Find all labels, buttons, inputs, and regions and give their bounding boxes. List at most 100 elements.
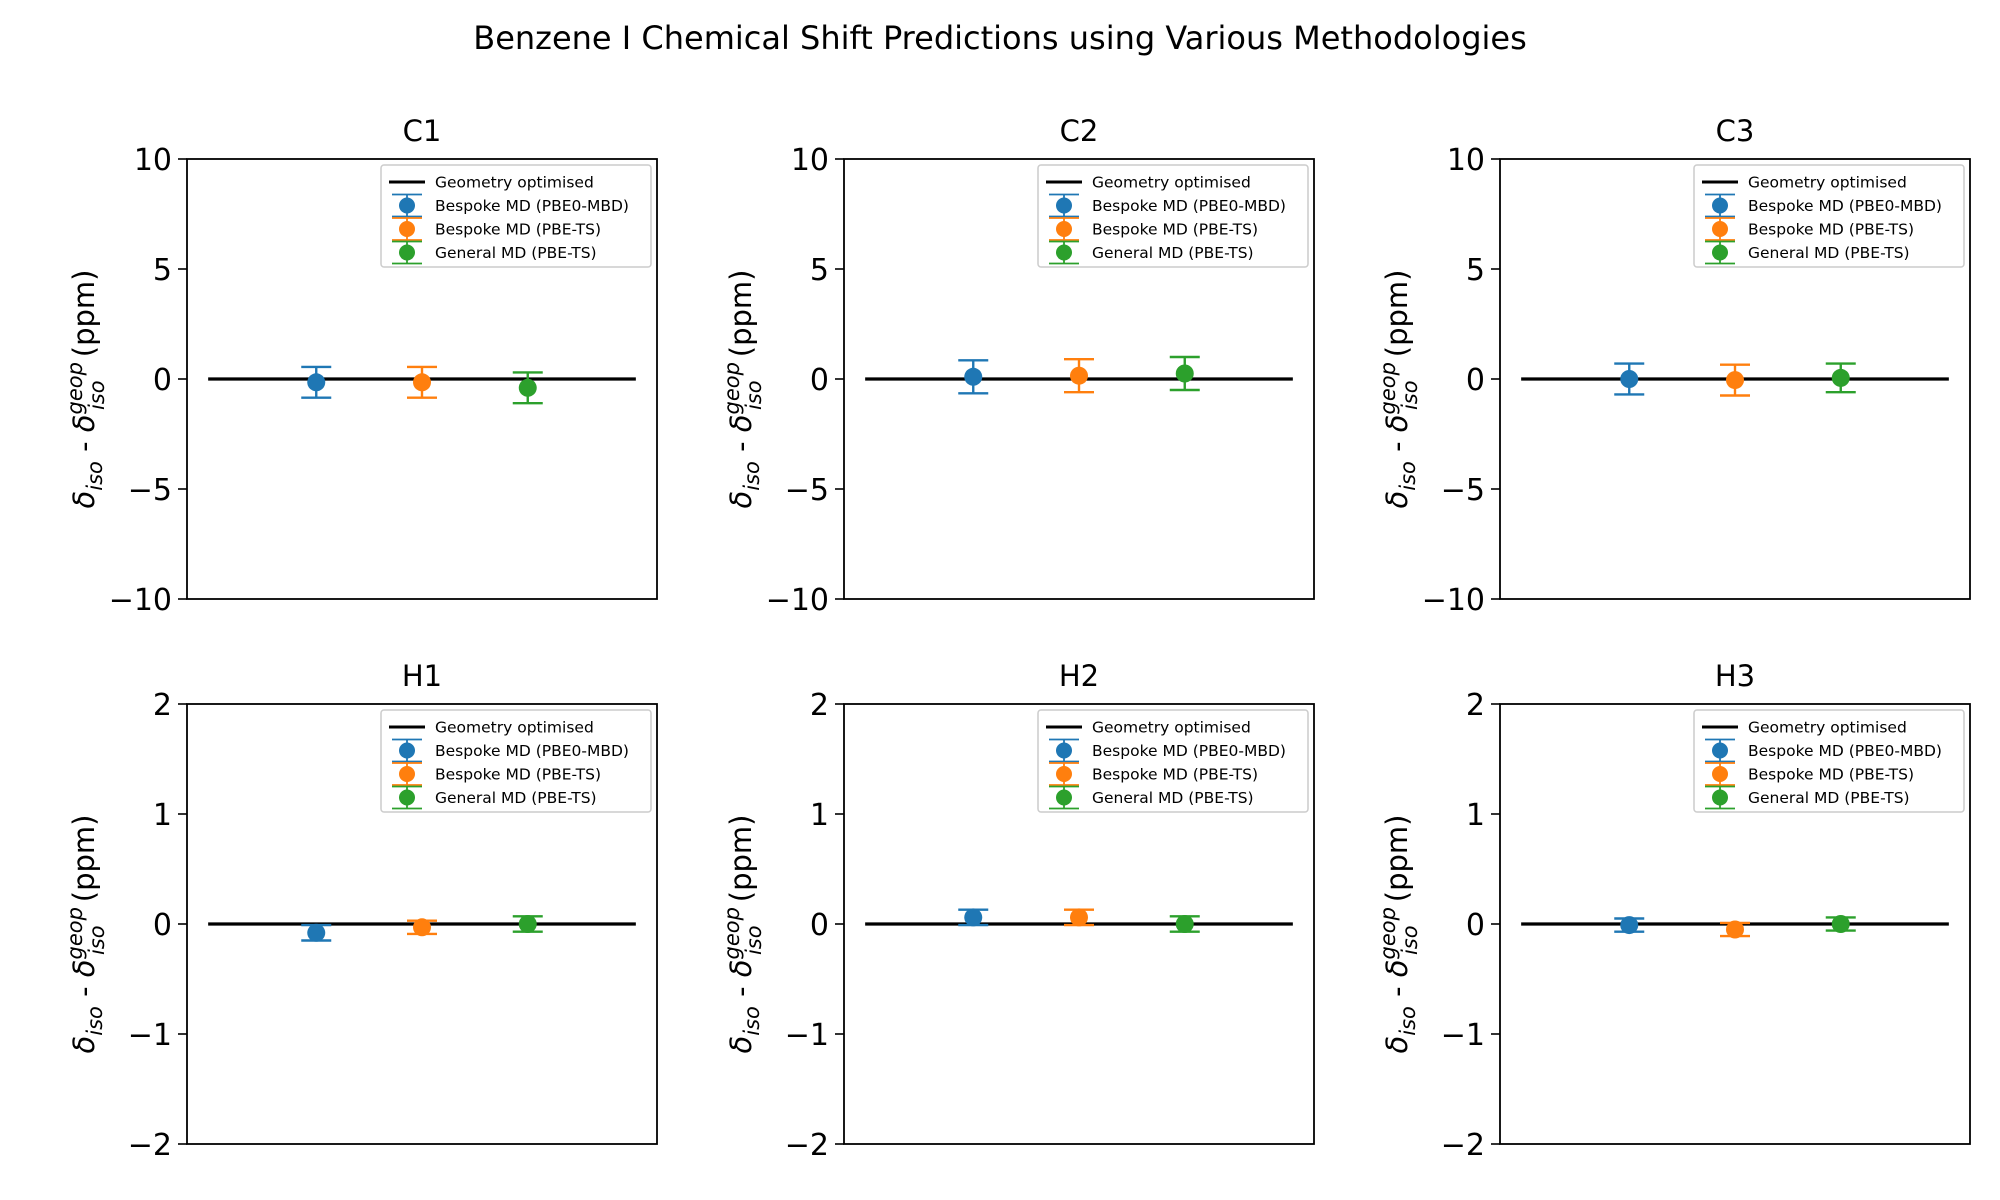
y-tick-label: −10 xyxy=(109,583,172,618)
errorbar-point-1 xyxy=(301,923,332,942)
data-point xyxy=(1175,915,1194,933)
legend-label: Bespoke MD (PBE0-MBD) xyxy=(1092,197,1286,215)
subplot-h1: H1 2 1 0 −1 −2 δiso - δgeopiso (ppm) Geometry o… xyxy=(63,659,658,1163)
y-tick-label: 2 xyxy=(153,688,172,723)
legend-frame xyxy=(380,164,652,268)
y-tick-label: 0 xyxy=(1466,908,1485,943)
y-tick-label: −2 xyxy=(785,1128,829,1163)
y-tick-label: 5 xyxy=(1466,253,1485,288)
errorbar-point-1 xyxy=(1614,916,1645,935)
subplot-title: H1 xyxy=(402,659,442,693)
legend-label: General MD (PBE-TS) xyxy=(1748,789,1910,807)
subplot-c1: C1 10 5 0 −5 −10 δiso - δgeopiso (ppm) Geometry… xyxy=(63,114,658,618)
y-tick-label: 10 xyxy=(134,143,172,178)
axes-frame xyxy=(1499,158,1971,600)
data-point xyxy=(964,367,983,386)
legend-label: Bespoke MD (PBE-TS) xyxy=(1748,221,1914,239)
axes-frame xyxy=(1499,703,1971,1145)
errorbar-point-3 xyxy=(1825,915,1856,933)
y-tick-label: −2 xyxy=(128,1128,172,1163)
errorbar-point-2 xyxy=(1064,358,1094,394)
legend-label: Geometry optimised xyxy=(435,174,594,192)
y-tick-label: 0 xyxy=(1466,363,1485,398)
legend-marker xyxy=(1056,766,1072,782)
subplot-title: C2 xyxy=(1060,114,1099,148)
data-point xyxy=(1620,916,1639,935)
legend-label: General MD (PBE-TS) xyxy=(1092,789,1254,807)
y-tick-label: 2 xyxy=(1466,688,1485,723)
y-tick-label: 1 xyxy=(153,798,172,833)
errorbar-point-2 xyxy=(1720,363,1750,397)
y-axis-label: δiso - δgeopiso (ppm) xyxy=(720,269,766,508)
subplot-title: H3 xyxy=(1715,659,1755,693)
legend-label: Geometry optimised xyxy=(1748,174,1907,192)
legend-marker xyxy=(1056,789,1072,806)
y-axis-label: δiso - δgeopiso (ppm) xyxy=(63,814,109,1053)
legend: Geometry optimised Bespoke MD (PBE0-MBD) B… xyxy=(1037,709,1309,813)
y-tick-label: −5 xyxy=(785,473,829,508)
data-point xyxy=(518,378,537,397)
errorbar-point-2 xyxy=(407,365,437,399)
legend-frame xyxy=(1037,164,1309,268)
legend-label: Bespoke MD (PBE0-MBD) xyxy=(1748,197,1942,215)
legend: Geometry optimised Bespoke MD (PBE0-MBD) B… xyxy=(380,709,652,813)
subplot-title: C1 xyxy=(403,114,442,148)
y-axis-label: δiso - δgeopiso (ppm) xyxy=(1376,269,1422,508)
data-point xyxy=(413,918,431,937)
legend-label: Bespoke MD (PBE-TS) xyxy=(1748,766,1914,784)
data-point xyxy=(1831,368,1850,387)
data-point xyxy=(413,373,431,392)
legend-label: Bespoke MD (PBE0-MBD) xyxy=(1092,742,1286,760)
subplot-c3: C3 10 5 0 −5 −10 δiso - δgeopiso (ppm) Geometry… xyxy=(1376,114,1971,618)
legend-label: General MD (PBE-TS) xyxy=(1092,244,1254,262)
y-tick-label: −1 xyxy=(128,1018,172,1053)
subplot-c2: C2 10 5 0 −5 −10 δiso - δgeopiso (ppm) Geometry… xyxy=(720,114,1315,618)
y-axis-label: δiso - δgeopiso (ppm) xyxy=(63,269,109,508)
subplot-title: C3 xyxy=(1716,114,1755,148)
legend-marker xyxy=(1712,766,1728,782)
legend-label: Bespoke MD (PBE0-MBD) xyxy=(435,742,629,760)
legend-label: Bespoke MD (PBE-TS) xyxy=(435,766,601,784)
legend-frame xyxy=(1693,164,1965,268)
y-tick-label: −2 xyxy=(1441,1128,1485,1163)
legend-marker xyxy=(1056,221,1072,237)
legend-marker xyxy=(1712,221,1728,237)
subplot-title: H2 xyxy=(1059,659,1099,693)
legend-label: General MD (PBE-TS) xyxy=(435,244,597,262)
legend-frame xyxy=(1693,709,1965,813)
y-tick-label: 0 xyxy=(810,908,829,943)
data-point xyxy=(518,915,537,933)
y-tick-label: −1 xyxy=(785,1018,829,1053)
data-point xyxy=(964,908,983,927)
errorbar-point-3 xyxy=(512,915,543,933)
data-point xyxy=(1175,364,1194,383)
y-tick-label: −5 xyxy=(1441,473,1485,508)
errorbar-point-3 xyxy=(1825,362,1856,394)
errorbar-point-1 xyxy=(1614,362,1645,396)
y-tick-label: −10 xyxy=(766,583,829,618)
data-point xyxy=(1726,371,1744,390)
data-point xyxy=(1831,915,1850,933)
subplot-h2: H2 2 1 0 −1 −2 δiso - δgeopiso (ppm) Geometry o… xyxy=(720,659,1315,1163)
legend-marker xyxy=(1712,197,1728,214)
y-tick-label: 0 xyxy=(153,908,172,943)
axes-frame xyxy=(843,158,1315,600)
y-tick-label: 2 xyxy=(810,688,829,723)
data-point xyxy=(307,373,326,392)
legend: Geometry optimised Bespoke MD (PBE0-MBD) B… xyxy=(1693,164,1965,268)
legend-label: Geometry optimised xyxy=(1092,174,1251,192)
figure-title: Benzene I Chemical Shift Predictions usi… xyxy=(473,19,1527,57)
legend: Geometry optimised Bespoke MD (PBE0-MBD) B… xyxy=(1693,709,1965,813)
legend-label: Bespoke MD (PBE-TS) xyxy=(1092,221,1258,239)
axes-frame xyxy=(186,703,658,1145)
errorbar-point-3 xyxy=(1169,915,1200,933)
data-point xyxy=(1726,920,1744,939)
legend-label: Bespoke MD (PBE-TS) xyxy=(1092,766,1258,784)
errorbar-point-1 xyxy=(958,359,989,395)
errorbar-point-2 xyxy=(1720,920,1750,939)
legend: Geometry optimised Bespoke MD (PBE0-MBD) B… xyxy=(1037,164,1309,268)
y-tick-label: −1 xyxy=(1441,1018,1485,1053)
axes-frame xyxy=(843,703,1315,1145)
errorbar-point-3 xyxy=(512,371,543,405)
legend-marker xyxy=(399,244,415,261)
